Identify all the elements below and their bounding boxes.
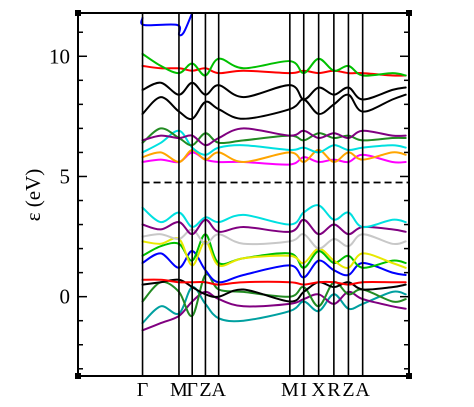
kpoint-label-3: Γ xyxy=(186,379,198,401)
band-series-14 xyxy=(141,129,407,156)
energy-bands xyxy=(140,13,407,332)
y-tick-label: 10 xyxy=(49,44,70,68)
frame-corner-handle xyxy=(75,10,81,16)
x-axis-kpoint-labels: Γ MΓ Z A M I X R Z A xyxy=(137,379,371,401)
kpoint-label-1: Γ xyxy=(137,379,149,401)
kpoint-label-5: A xyxy=(211,379,226,401)
kpoint-label-9: R xyxy=(327,379,341,401)
kpoint-label-7: I xyxy=(300,379,307,401)
kpoint-label-11: A xyxy=(355,379,370,401)
frame-corner-handle xyxy=(406,373,412,379)
kpoint-label-4: Z xyxy=(199,379,211,401)
kpoint-label-6: M xyxy=(281,379,299,401)
y-axis-label: ε (eV) xyxy=(21,169,45,222)
plot-frame xyxy=(77,12,410,377)
y-tick-label: 0 xyxy=(60,285,71,309)
frame-corner-handle xyxy=(75,373,81,379)
k-point-dividers xyxy=(141,13,364,376)
band-series-18 xyxy=(141,81,407,101)
kpoint-label-2: M xyxy=(170,379,188,401)
frame-corner-handle xyxy=(406,10,412,16)
kpoint-label-8: X xyxy=(311,379,326,401)
kpoint-label-10: Z xyxy=(342,379,354,401)
y-axis-ticks: 0 5 10 xyxy=(49,31,409,370)
y-tick-label: 5 xyxy=(60,164,71,188)
band-series-21 xyxy=(140,13,194,37)
